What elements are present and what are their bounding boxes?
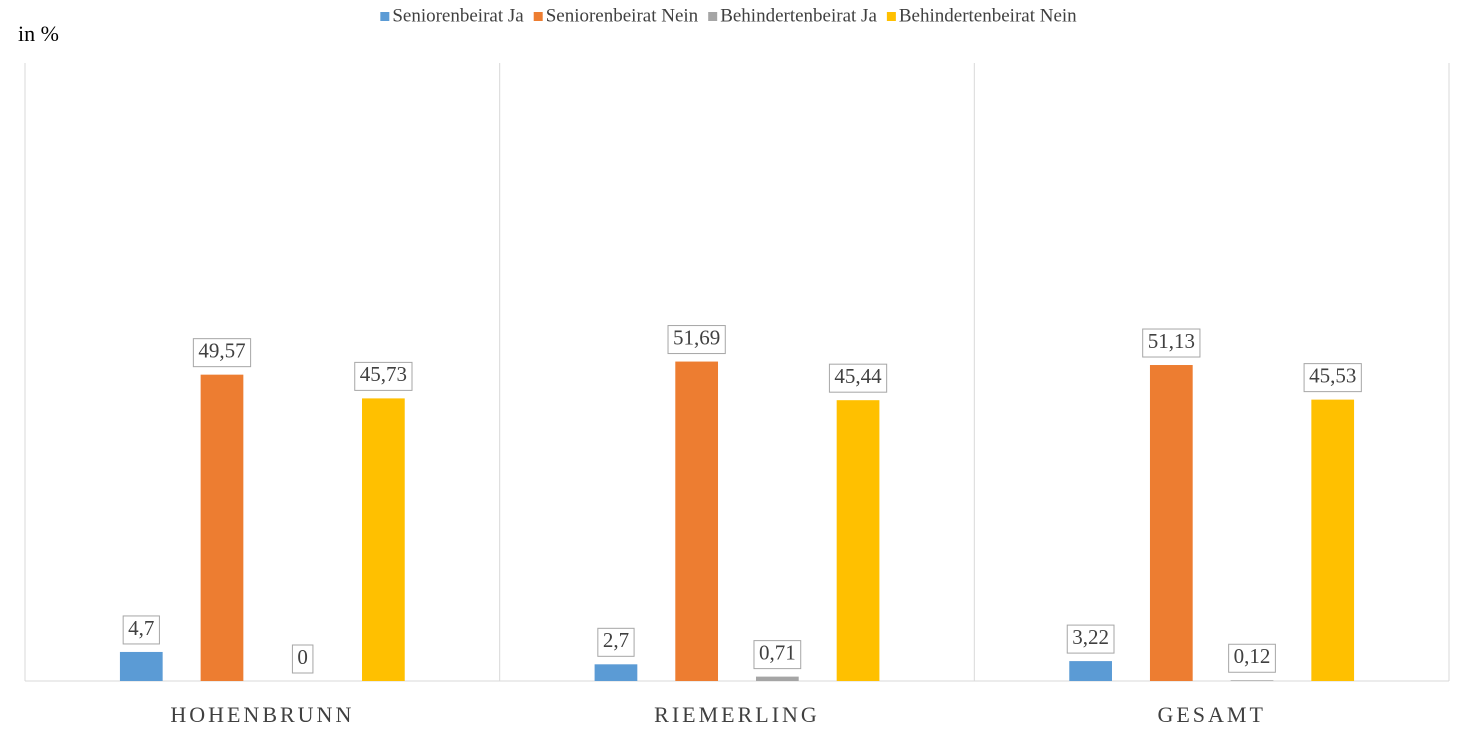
bar [119,651,163,681]
value-label: 45,73 [360,362,407,386]
value-label-box [1228,643,1276,673]
value-label-box [828,363,888,393]
legend-swatch [886,12,896,21]
bar [755,676,799,681]
legend-label: Behindertenbeirat Nein [899,5,1077,26]
value-label: 3,22 [1072,625,1109,649]
bar [1311,399,1355,681]
bar [1069,661,1112,681]
value-label: 0,12 [1234,644,1271,668]
legend-swatch [708,12,718,21]
bar [836,400,880,681]
bar [362,398,405,681]
value-label-box [667,325,726,355]
y-axis-label: in % [18,21,59,46]
value-label-box [192,338,252,368]
bar [675,361,719,681]
value-label-box [597,627,635,657]
value-label: 0 [297,645,308,669]
value-label: 2,7 [603,628,629,652]
value-label: 4,7 [128,616,154,640]
value-label-box [122,615,160,645]
value-label-box [1066,624,1115,654]
legend-label: Behindertenbeirat Ja [720,5,877,26]
x-tick-label: GESAMT [1157,702,1265,727]
legend: Seniorenbeirat Ja Seniorenbeirat Nein Behi… [380,5,1077,26]
value-label-box [354,361,413,391]
bar [594,664,638,681]
value-label-box [291,644,314,674]
bar [1149,365,1193,681]
value-label: 49,57 [198,338,245,362]
value-label: 45,44 [834,364,882,388]
value-label: 45,53 [1309,363,1356,387]
value-label: 51,69 [673,325,720,349]
legend-swatch [533,12,543,21]
legend-swatch [380,12,390,21]
value-label-box [753,640,802,670]
value-label-box [1142,328,1201,358]
x-tick-label: HOHENBRUNN [170,702,354,727]
x-tick-label: RIEMERLING [654,702,820,727]
bar [1230,680,1274,681]
bar [200,374,244,681]
legend-label: Seniorenbeirat Nein [546,5,699,26]
value-label: 0,71 [759,640,796,664]
value-label-box [1303,363,1362,393]
value-label: 51,13 [1148,329,1195,353]
legend-label: Seniorenbeirat Ja [392,5,524,26]
